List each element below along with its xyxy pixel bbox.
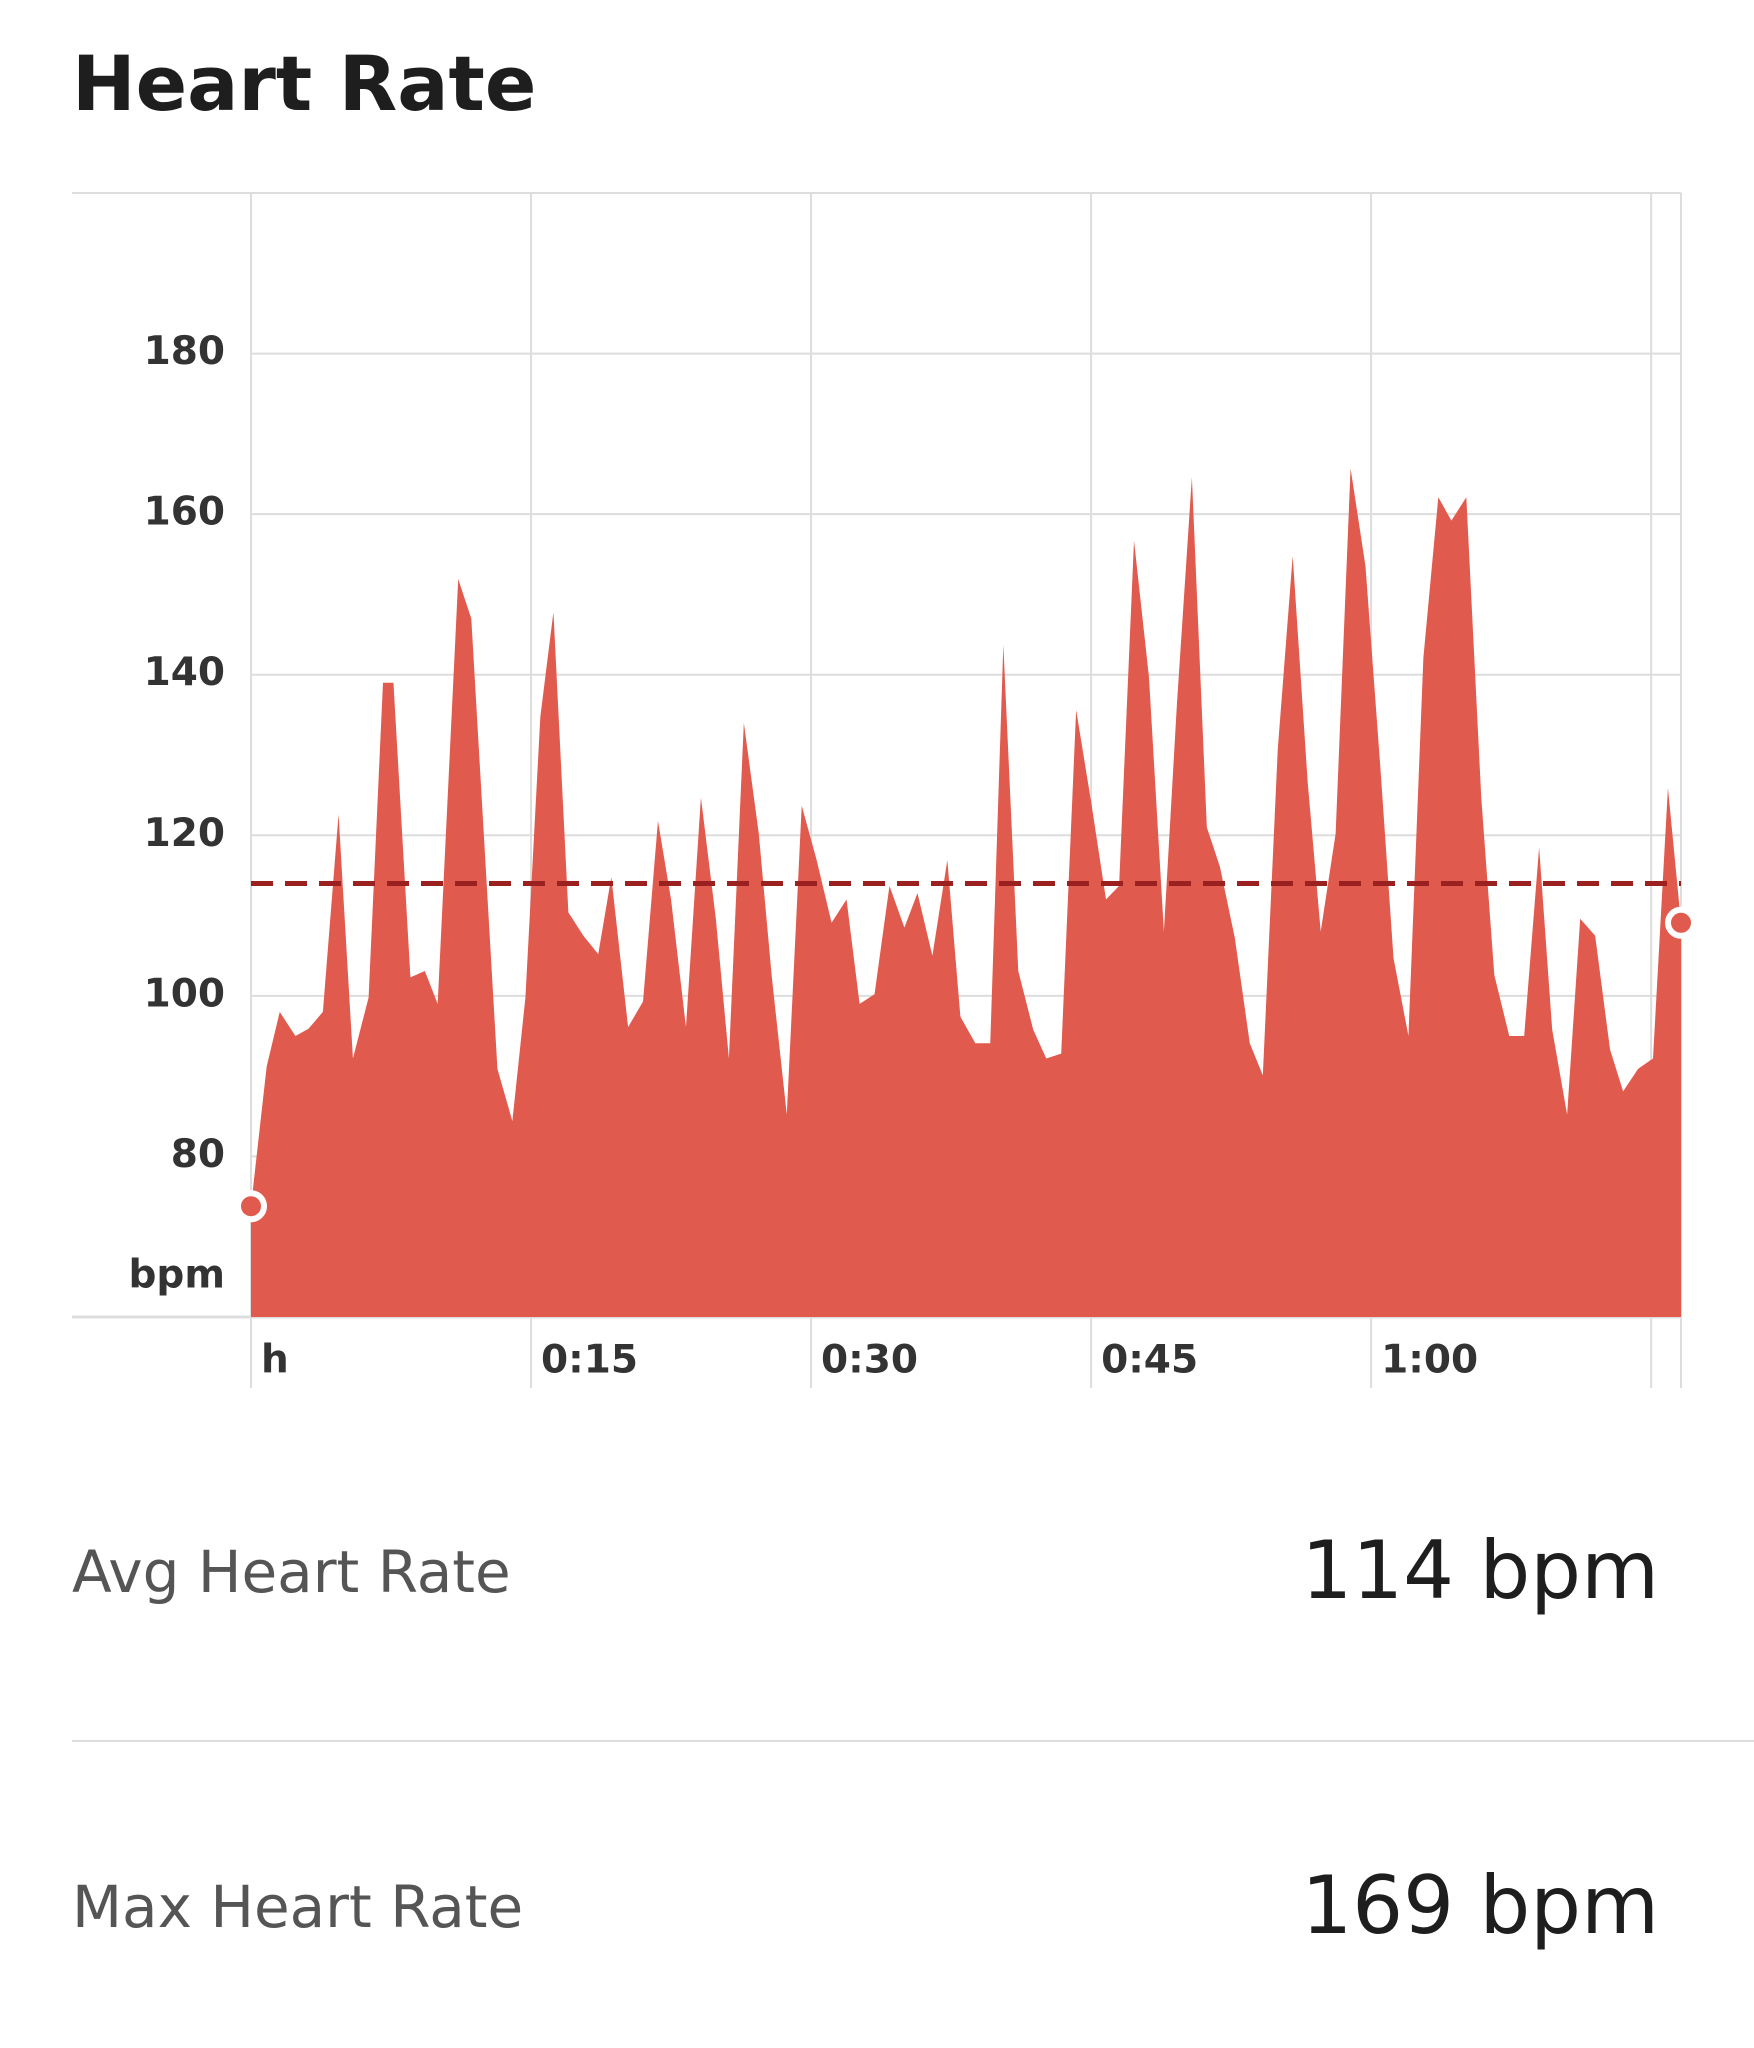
end-marker [1665, 906, 1697, 939]
chart-title: Heart Rate [72, 39, 536, 128]
x-tick-label: 0:15 [541, 1338, 638, 1383]
y-tick-label: 180 [144, 329, 225, 374]
y-axis-unit: bpm [129, 1253, 225, 1298]
stat-value: 169 bpm [1301, 1859, 1659, 1952]
y-tick-label: 100 [144, 971, 225, 1016]
x-tick-label: 1:00 [1381, 1338, 1478, 1383]
y-tick-label: 120 [144, 811, 225, 856]
y-tick-label: 160 [144, 490, 225, 535]
y-tick-label: 140 [144, 650, 225, 695]
stat-label: Max Heart Rate [72, 1873, 523, 1941]
area [251, 468, 1681, 1317]
x-tick-label: 0:45 [1101, 1338, 1198, 1383]
x-tick-label: 0:30 [821, 1338, 918, 1383]
end-marker [235, 1190, 267, 1223]
stat-value: 114 bpm [1301, 1524, 1659, 1617]
stat-label: Avg Heart Rate [72, 1538, 511, 1606]
x-tick-label: h [261, 1338, 289, 1383]
y-tick-label: 80 [171, 1132, 225, 1177]
